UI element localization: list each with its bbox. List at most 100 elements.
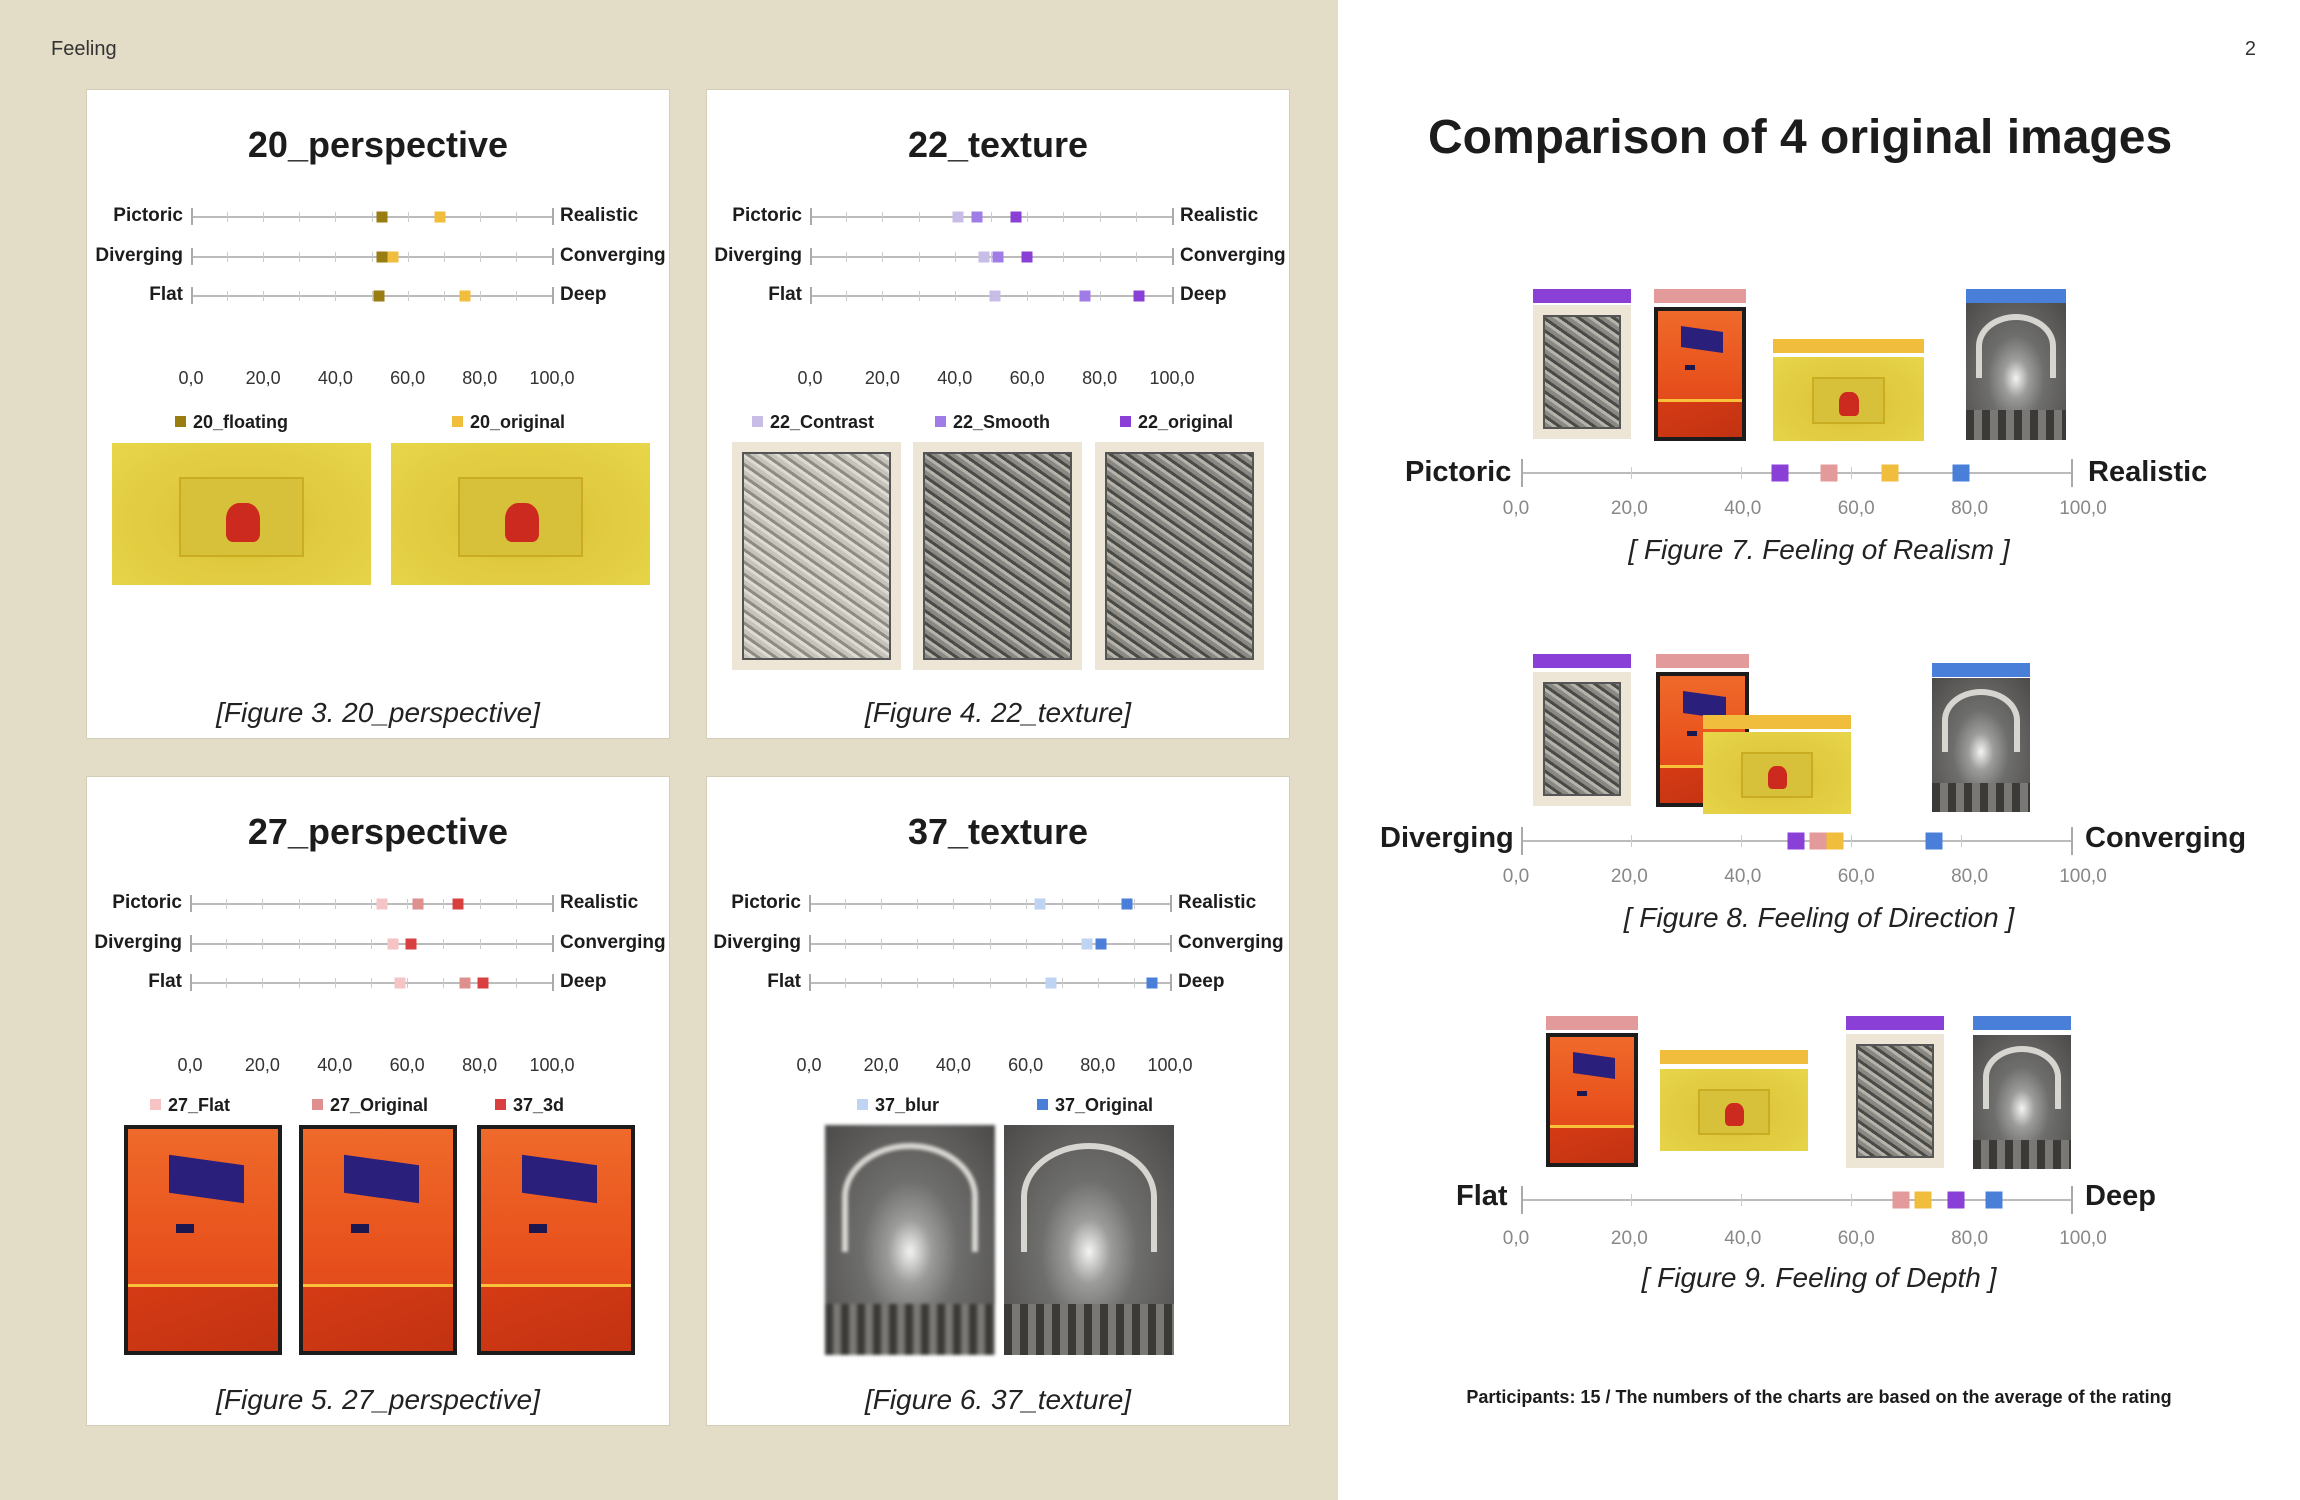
minor-tick xyxy=(227,252,229,262)
minor-tick xyxy=(1851,467,1852,479)
tick-label: 80,0 xyxy=(1080,1055,1116,1075)
axis-end xyxy=(191,248,193,265)
legend-label: 22_Smooth xyxy=(953,412,1051,432)
minor-tick xyxy=(298,978,300,988)
axis-label-left: Diverging xyxy=(1380,822,1514,854)
axis-end xyxy=(190,974,192,991)
rating-marker xyxy=(459,290,471,302)
color-bar xyxy=(1546,1016,1638,1030)
tick-label: 40,0 xyxy=(935,1055,971,1075)
minor-tick xyxy=(1099,212,1101,222)
tick-label: 0,0 xyxy=(177,1055,203,1075)
minor-tick xyxy=(371,252,373,262)
minor-tick xyxy=(407,899,409,909)
axis-end xyxy=(1170,974,1172,991)
tick-label: 0,0 xyxy=(1502,498,1530,519)
legend-item: 37_3d xyxy=(495,1095,564,1116)
minor-tick xyxy=(334,899,336,909)
rating-marker xyxy=(1952,464,1970,482)
minor-tick xyxy=(1099,291,1101,301)
axis-label-left: Flat xyxy=(768,284,802,305)
figure-caption: [Figure 4. 22_texture] xyxy=(864,697,1132,728)
minor-tick xyxy=(334,939,336,949)
minor-tick xyxy=(1027,212,1029,222)
tick-label: 40,0 xyxy=(1724,1228,1762,1249)
image-thumbnail xyxy=(1703,732,1851,814)
minor-tick xyxy=(1063,252,1065,262)
axis-label-right: Deep xyxy=(560,284,607,305)
color-bar xyxy=(1533,654,1631,668)
legend-label: 27_Flat xyxy=(168,1095,231,1115)
minor-tick xyxy=(227,212,229,222)
tick-label: 40,0 xyxy=(937,368,973,388)
rating-marker xyxy=(1771,464,1788,482)
minor-tick xyxy=(479,212,481,222)
minor-tick xyxy=(1741,1194,1742,1206)
minor-tick xyxy=(371,978,372,988)
tick-label: 100,0 xyxy=(2059,1228,2107,1249)
image-thumbnail xyxy=(1654,307,1746,441)
minor-tick xyxy=(1099,252,1101,262)
legend-item: 22_Contrast xyxy=(752,412,874,433)
tick-label: 40,0 xyxy=(1724,498,1762,519)
legend-swatch xyxy=(150,1099,161,1110)
minor-tick xyxy=(1063,212,1065,222)
rating-marker xyxy=(952,211,964,223)
panel-title: 20_perspective xyxy=(247,124,509,165)
minor-tick xyxy=(991,212,992,222)
legend-label: 37_Original xyxy=(1055,1095,1154,1115)
panel-20-perspective: 20_perspective Pictoric Realistic Divergin… xyxy=(86,89,670,739)
rating-marker xyxy=(387,938,399,950)
axis-end xyxy=(190,935,192,952)
minor-tick xyxy=(407,212,409,222)
minor-tick xyxy=(226,978,228,988)
minor-tick xyxy=(1133,899,1135,909)
minor-tick xyxy=(443,978,445,988)
axis-label-right: Converging xyxy=(1180,245,1286,266)
footnote: Participants: 15 / The numbers of the ch… xyxy=(1466,1387,2172,1407)
color-bar xyxy=(1773,339,1924,353)
panel-title: 37_texture xyxy=(907,811,1089,852)
image-thumbnail xyxy=(1546,1033,1638,1167)
color-bar xyxy=(1533,289,1631,303)
minor-tick xyxy=(515,212,517,222)
axis-label-right: Converging xyxy=(560,932,666,953)
minor-tick xyxy=(299,252,301,262)
minor-tick xyxy=(845,978,847,988)
axis-end xyxy=(552,935,554,952)
rating-marker xyxy=(1820,464,1838,482)
tick-label: 20,0 xyxy=(863,1055,899,1075)
color-bar xyxy=(1966,289,2066,303)
tick-label: 60,0 xyxy=(1009,368,1045,388)
legend-item: 22_Smooth xyxy=(935,412,1050,433)
minor-tick xyxy=(1135,252,1137,262)
tick-label: 40,0 xyxy=(1724,866,1762,887)
minor-tick xyxy=(443,899,445,909)
minor-tick xyxy=(1025,939,1027,949)
minor-tick xyxy=(515,899,517,909)
minor-tick xyxy=(953,939,955,949)
minor-tick xyxy=(1133,978,1135,988)
minor-tick xyxy=(881,939,883,949)
minor-tick xyxy=(515,978,517,988)
minor-tick xyxy=(846,252,848,262)
minor-tick xyxy=(917,978,919,988)
axis-label-left: Pictoric xyxy=(113,205,183,226)
minor-tick xyxy=(443,939,445,949)
rating-marker xyxy=(1081,938,1093,950)
rating-marker xyxy=(1947,1191,1964,1209)
axis-end xyxy=(2071,459,2073,487)
minor-tick xyxy=(515,939,517,949)
tick-label: 60,0 xyxy=(1837,866,1875,887)
rating-marker xyxy=(1787,832,1805,850)
minor-tick xyxy=(1961,835,1962,847)
axis-label-left: Diverging xyxy=(95,245,183,266)
rating-marker xyxy=(1021,251,1033,263)
tick-label: 20,0 xyxy=(1610,498,1648,519)
legend-swatch xyxy=(752,416,763,427)
minor-tick xyxy=(371,899,372,909)
legend-item: 20_floating xyxy=(175,412,288,433)
minor-tick xyxy=(407,291,409,301)
minor-tick xyxy=(845,939,847,949)
minor-tick xyxy=(1027,291,1029,301)
